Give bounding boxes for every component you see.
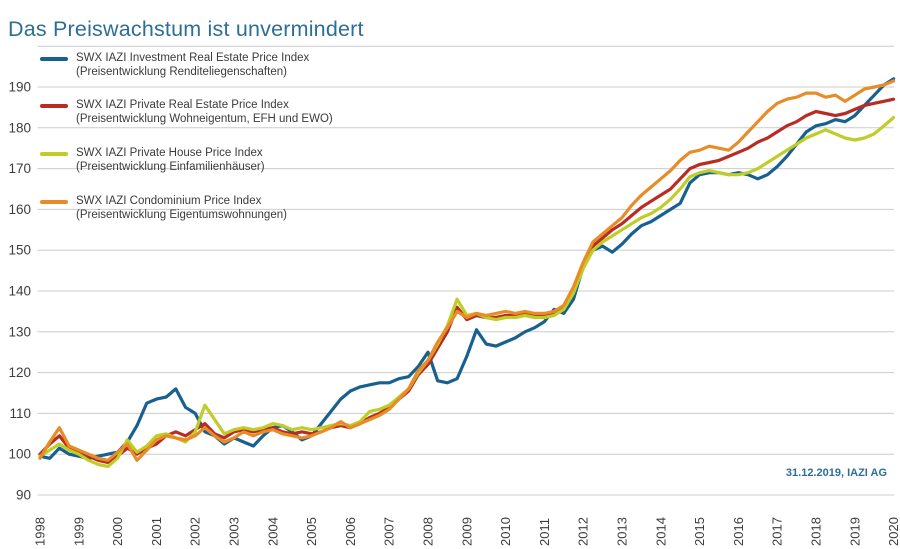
x-tick-label: 2011 [537, 518, 552, 546]
source-note: 31.12.2019, IAZI AG [785, 467, 887, 479]
x-tick-label: 2016 [731, 517, 746, 546]
legend-label: SWX IAZI Condominium Price Index [76, 195, 262, 207]
series-line-investment [38, 77, 896, 460]
legend-label: SWX IAZI Private House Price Index [76, 147, 263, 159]
y-tick-label: 160 [8, 202, 31, 217]
x-tick-label: 2014 [653, 517, 668, 546]
legend-label: SWX IAZI Investment Real Estate Price In… [76, 52, 310, 64]
x-tick-label: 2015 [692, 517, 707, 546]
y-tick-label: 180 [8, 120, 31, 135]
legend-swatch-private-real-estate [40, 104, 68, 108]
x-tick-label: 2000 [110, 517, 125, 546]
legend-swatch-private-house [40, 152, 68, 156]
legend-item-private-house: SWX IAZI Private House Price Index (Prei… [40, 147, 265, 174]
x-tick-label: 2003 [227, 517, 242, 546]
x-tick-label: 2008 [421, 517, 436, 546]
x-tick-label: 2004 [265, 517, 280, 546]
x-tick-label: 2009 [459, 517, 474, 546]
legend-label: SWX IAZI Private Real Estate Price Index [76, 99, 289, 111]
legend-sublabel: (Preisentwicklung Eigentumswohnungen) [76, 208, 287, 221]
legend-item-investment: SWX IAZI Investment Real Estate Price In… [40, 52, 309, 79]
x-tick-label: 2020 [886, 517, 900, 546]
series-line-private-real-estate [38, 97, 896, 464]
x-tick-label: 2013 [615, 517, 630, 546]
legend-swatch-condominium [40, 200, 68, 204]
series-line-condominium [38, 79, 896, 462]
x-tick-label: 1998 [33, 517, 48, 546]
x-tick-label: 2010 [498, 517, 513, 546]
y-tick-label: 190 [8, 80, 31, 95]
legend-swatch-investment [40, 57, 68, 61]
y-tick-label: 90 [16, 488, 31, 503]
x-tick-label: 2001 [149, 517, 164, 546]
y-tick-label: 170 [8, 161, 31, 176]
x-tick-label: 2019 [847, 517, 862, 546]
x-tick-label: 2012 [576, 517, 591, 546]
legend-sublabel: (Preisentwicklung Renditeliegenschaften) [76, 65, 287, 78]
y-tick-label: 140 [8, 284, 31, 299]
x-tick-label: 1999 [71, 517, 86, 546]
y-tick-label: 110 [9, 406, 31, 421]
legend-sublabel: (Preisentwicklung Einfamilienhäuser) [76, 160, 265, 173]
y-tick-label: 150 [8, 243, 31, 258]
legend-item-private-real-estate: SWX IAZI Private Real Estate Price Index… [40, 99, 333, 126]
x-tick-label: 2002 [188, 517, 203, 546]
x-tick-label: 2006 [343, 517, 358, 546]
x-tick-label: 2007 [382, 517, 397, 546]
x-tick-label: 2018 [809, 517, 824, 546]
page-title: Das Preiswachstum ist unvermindert [8, 17, 364, 42]
y-tick-label: 120 [8, 365, 31, 380]
x-tick-label: 2017 [770, 517, 785, 546]
legend-item-condominium: SWX IAZI Condominium Price Index (Preise… [40, 195, 287, 222]
legend-sublabel: (Preisentwicklung Wohneigentum, EFH und … [76, 112, 333, 125]
y-tick-label: 130 [8, 324, 31, 339]
y-tick-label: 100 [8, 447, 31, 462]
x-tick-label: 2005 [304, 517, 319, 546]
